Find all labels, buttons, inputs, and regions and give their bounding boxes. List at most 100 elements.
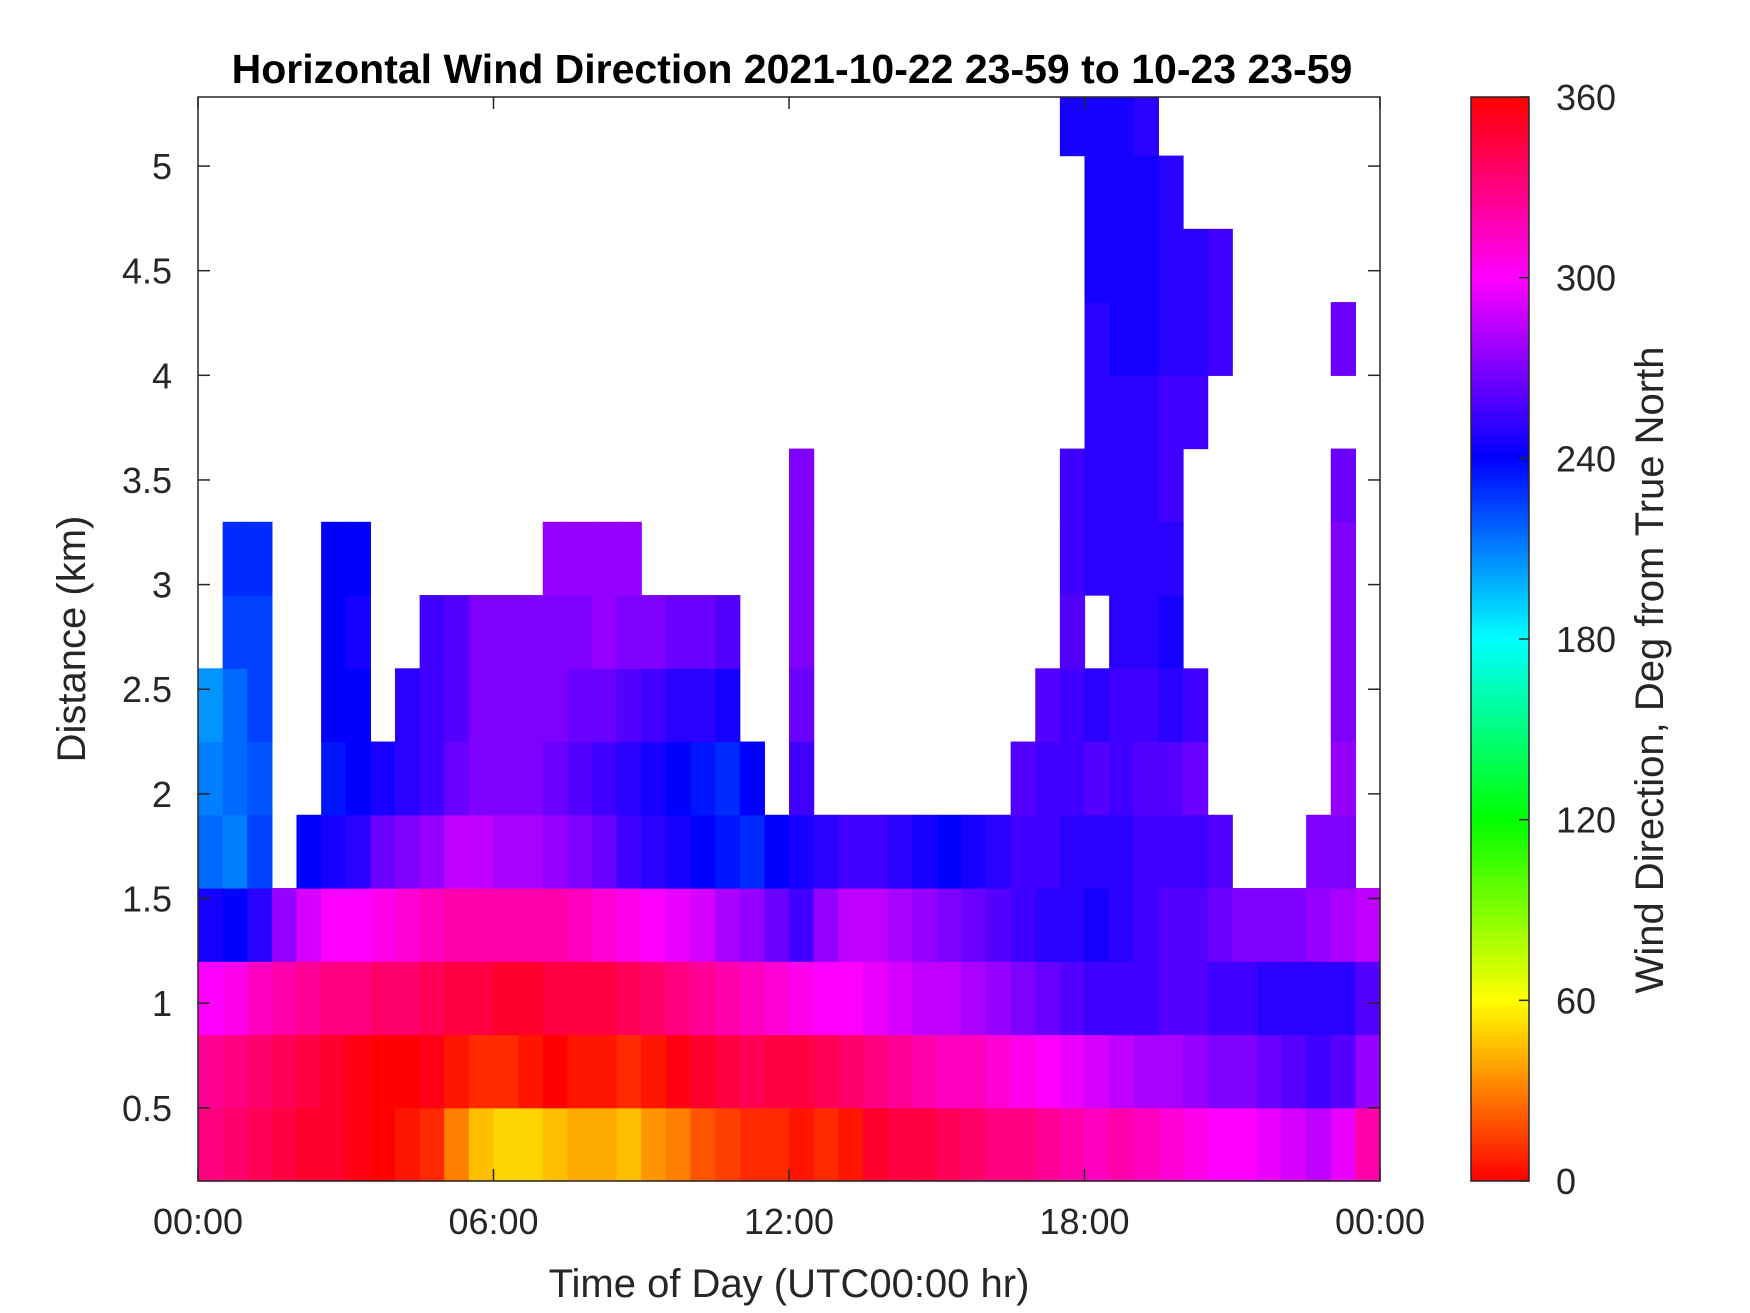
heatmap-cell bbox=[1330, 668, 1356, 743]
heatmap-cell bbox=[567, 1107, 593, 1182]
heatmap-cell bbox=[764, 1034, 790, 1109]
heatmap-cell bbox=[542, 814, 568, 889]
heatmap-cell bbox=[296, 961, 322, 1036]
heatmap-cell bbox=[813, 814, 839, 889]
heatmap-cell bbox=[1158, 521, 1184, 596]
heatmap-cell bbox=[567, 668, 593, 743]
heatmap-cell bbox=[961, 1034, 987, 1109]
heatmap-cell bbox=[1109, 302, 1135, 376]
heatmap-cell bbox=[1035, 888, 1061, 962]
colorbar-axis: 0 60 120 180 240 300 360 bbox=[1519, 77, 1616, 1202]
heatmap-cell bbox=[1059, 668, 1086, 743]
heatmap-cell bbox=[345, 741, 371, 816]
heatmap-cell bbox=[493, 1107, 519, 1182]
heatmap-cell bbox=[1010, 961, 1036, 1036]
y-axis: 0.5 1 1.5 2 2.5 3 3.5 4 4.5 5 bbox=[122, 146, 1380, 1129]
heatmap-cell bbox=[493, 814, 519, 889]
heatmap-cell bbox=[1084, 228, 1110, 303]
heatmap-cell bbox=[862, 888, 889, 962]
heatmap-cell bbox=[1109, 888, 1135, 962]
heatmap-cell bbox=[1306, 1034, 1332, 1109]
heatmap-cell bbox=[345, 888, 371, 962]
heatmap-cell bbox=[813, 1107, 839, 1182]
heatmap-cell bbox=[222, 814, 248, 889]
heatmap-cell bbox=[592, 961, 618, 1036]
heatmap-cell bbox=[271, 888, 298, 962]
heatmap-cell bbox=[296, 1107, 322, 1182]
heatmap-cell bbox=[838, 888, 864, 962]
heatmap-cell bbox=[813, 1034, 839, 1109]
heatmap-cell bbox=[838, 961, 864, 1036]
heatmap-cell bbox=[321, 814, 347, 889]
heatmap-cell bbox=[1133, 97, 1159, 157]
heatmap-cell bbox=[1330, 961, 1356, 1036]
heatmap-cell bbox=[1330, 521, 1356, 596]
x-tick-label: 18:00 bbox=[1039, 1201, 1129, 1242]
heatmap-cell bbox=[1084, 302, 1110, 376]
heatmap-cell bbox=[1109, 595, 1135, 669]
y-tick-label: 2.5 bbox=[122, 669, 172, 710]
heatmap-cell bbox=[222, 1034, 248, 1109]
heatmap-cell bbox=[1207, 814, 1233, 889]
heatmap-cell bbox=[395, 961, 421, 1036]
heatmap-cell bbox=[1109, 155, 1135, 230]
heatmap-cell bbox=[1133, 814, 1159, 889]
heatmap-cell bbox=[1084, 521, 1110, 596]
heatmap-cell bbox=[715, 961, 741, 1036]
heatmap-cell bbox=[419, 814, 445, 889]
heatmap-cell bbox=[395, 814, 421, 889]
heatmap-cell bbox=[518, 888, 544, 962]
heatmap-cell bbox=[444, 814, 470, 889]
heatmap-cell bbox=[419, 741, 445, 816]
heatmap-cell bbox=[419, 1107, 445, 1182]
heatmap-cell bbox=[665, 668, 692, 743]
heatmap-cell bbox=[1281, 1107, 1307, 1182]
y-tick-label: 4 bbox=[152, 355, 172, 396]
heatmap-cell bbox=[1207, 888, 1233, 962]
heatmap-cell bbox=[1158, 448, 1184, 523]
heatmap-cell bbox=[1133, 1034, 1159, 1109]
heatmap-cell bbox=[419, 1034, 445, 1109]
heatmap-cell bbox=[247, 961, 273, 1036]
heatmap-cell bbox=[222, 595, 248, 669]
y-tick-label: 0.5 bbox=[122, 1088, 172, 1129]
heatmap-cell bbox=[665, 595, 692, 669]
heatmap-cell bbox=[468, 814, 495, 889]
heatmap-cell bbox=[1084, 1107, 1110, 1182]
heatmap-cell bbox=[493, 888, 519, 962]
heatmap-cell bbox=[690, 961, 716, 1036]
heatmap-cell bbox=[986, 961, 1012, 1036]
heatmap-cell bbox=[1133, 375, 1159, 450]
heatmap-cell bbox=[493, 595, 519, 669]
heatmap-cell bbox=[887, 1034, 913, 1109]
heatmap-cell bbox=[222, 961, 248, 1036]
heatmap-cell bbox=[1183, 888, 1209, 962]
y-tick-label: 1.5 bbox=[122, 878, 172, 919]
heatmap-cell bbox=[616, 1034, 642, 1109]
heatmap-cell bbox=[444, 595, 470, 669]
heatmap-cell bbox=[1010, 1034, 1036, 1109]
heatmap-cell bbox=[1059, 595, 1086, 669]
heatmap-cell bbox=[345, 595, 371, 669]
heatmap-cell bbox=[1158, 302, 1184, 376]
heatmap-cell bbox=[986, 814, 1012, 889]
heatmap-cell bbox=[198, 741, 224, 816]
heatmap-cell bbox=[641, 888, 667, 962]
heatmap-cell bbox=[715, 1034, 741, 1109]
heatmap-cell bbox=[592, 1107, 618, 1182]
heatmap-cell bbox=[1330, 302, 1356, 376]
heatmap-cell bbox=[641, 595, 667, 669]
heatmap-cell bbox=[641, 814, 667, 889]
heatmap-cell bbox=[321, 961, 347, 1036]
heatmap-cell bbox=[198, 1107, 224, 1182]
heatmap-cell bbox=[1109, 1107, 1135, 1182]
heatmap-cell bbox=[321, 521, 347, 596]
heatmap-cell bbox=[247, 741, 273, 816]
heatmap-cell bbox=[247, 668, 273, 743]
heatmap-cell bbox=[789, 741, 815, 816]
heatmap-cell bbox=[1059, 814, 1086, 889]
heatmap-cell bbox=[542, 741, 568, 816]
heatmap-cell bbox=[592, 888, 618, 962]
heatmap-cell bbox=[247, 1107, 273, 1182]
heatmap-cell bbox=[616, 521, 642, 596]
